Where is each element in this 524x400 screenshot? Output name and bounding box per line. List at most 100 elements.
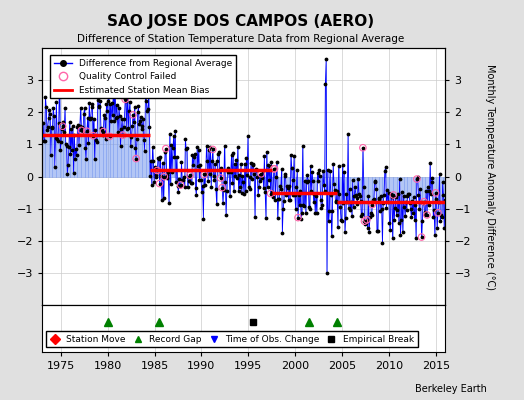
Point — [269, 166, 278, 172]
Point — [213, 201, 221, 207]
Point — [43, 127, 51, 133]
Point — [186, 172, 194, 178]
Point — [369, 197, 377, 203]
Point — [380, 192, 388, 198]
Point — [413, 174, 422, 180]
Point — [129, 112, 137, 118]
Point — [302, 210, 310, 216]
Point — [434, 198, 443, 205]
Point — [189, 162, 198, 169]
Point — [224, 168, 233, 175]
Point — [415, 206, 423, 212]
Point — [244, 133, 252, 140]
Point — [264, 184, 272, 190]
Point — [358, 211, 366, 217]
Point — [373, 228, 381, 234]
Point — [275, 196, 283, 202]
Point — [41, 94, 50, 100]
Point — [253, 167, 261, 174]
Point — [121, 96, 129, 102]
Point — [280, 198, 288, 204]
Point — [191, 185, 200, 192]
Point — [270, 166, 279, 172]
Point — [376, 208, 384, 214]
Point — [281, 173, 290, 180]
Point — [125, 108, 133, 114]
Point — [323, 270, 331, 276]
Point — [283, 184, 292, 191]
Point — [39, 120, 47, 126]
Point — [399, 193, 408, 199]
Point — [127, 134, 136, 140]
Point — [54, 120, 63, 126]
Point — [203, 158, 212, 164]
Point — [199, 215, 208, 222]
Point — [211, 160, 220, 167]
Point — [391, 205, 399, 211]
Point — [131, 145, 139, 151]
Point — [231, 173, 239, 179]
Point — [343, 199, 352, 205]
Point — [46, 110, 54, 117]
Point — [299, 202, 308, 208]
Point — [346, 207, 355, 214]
Point — [90, 116, 98, 122]
Point — [248, 161, 257, 167]
Point — [280, 171, 289, 177]
Point — [413, 176, 421, 182]
Point — [294, 214, 302, 221]
Legend: Station Move, Record Gap, Time of Obs. Change, Empirical Break: Station Move, Record Gap, Time of Obs. C… — [47, 331, 418, 348]
Point — [252, 166, 260, 172]
Point — [288, 164, 296, 171]
Point — [70, 132, 79, 138]
Point — [259, 168, 267, 174]
Point — [368, 201, 376, 208]
Point — [433, 224, 441, 231]
Point — [294, 214, 302, 221]
Point — [156, 180, 164, 187]
Point — [289, 177, 298, 184]
Point — [357, 212, 366, 219]
Point — [48, 124, 57, 131]
Point — [104, 98, 112, 104]
Point — [74, 122, 82, 128]
Point — [170, 154, 179, 160]
Point — [210, 173, 218, 180]
Point — [140, 137, 148, 144]
Point — [97, 126, 106, 133]
Point — [309, 178, 317, 185]
Point — [417, 234, 425, 240]
Point — [48, 124, 56, 130]
Point — [49, 104, 58, 111]
Point — [183, 184, 192, 191]
Point — [67, 126, 75, 133]
Point — [138, 123, 147, 129]
Point — [50, 113, 58, 119]
Point — [257, 171, 266, 177]
Point — [271, 196, 279, 203]
Point — [363, 217, 371, 223]
Point — [126, 99, 134, 106]
Point — [387, 191, 395, 198]
Point — [416, 186, 424, 192]
Point — [57, 139, 66, 145]
Point — [166, 130, 174, 137]
Point — [151, 174, 160, 180]
Point — [282, 192, 290, 198]
Point — [207, 184, 215, 190]
Point — [141, 87, 150, 93]
Point — [413, 176, 421, 182]
Point — [420, 198, 428, 205]
Point — [212, 186, 220, 192]
Point — [292, 184, 301, 190]
Point — [214, 150, 223, 157]
Point — [166, 181, 174, 187]
Point — [122, 98, 130, 104]
Point — [361, 218, 369, 224]
Point — [68, 147, 76, 154]
Point — [364, 193, 373, 199]
Point — [261, 189, 269, 195]
Point — [147, 158, 155, 164]
Point — [92, 137, 101, 144]
Point — [42, 104, 50, 110]
